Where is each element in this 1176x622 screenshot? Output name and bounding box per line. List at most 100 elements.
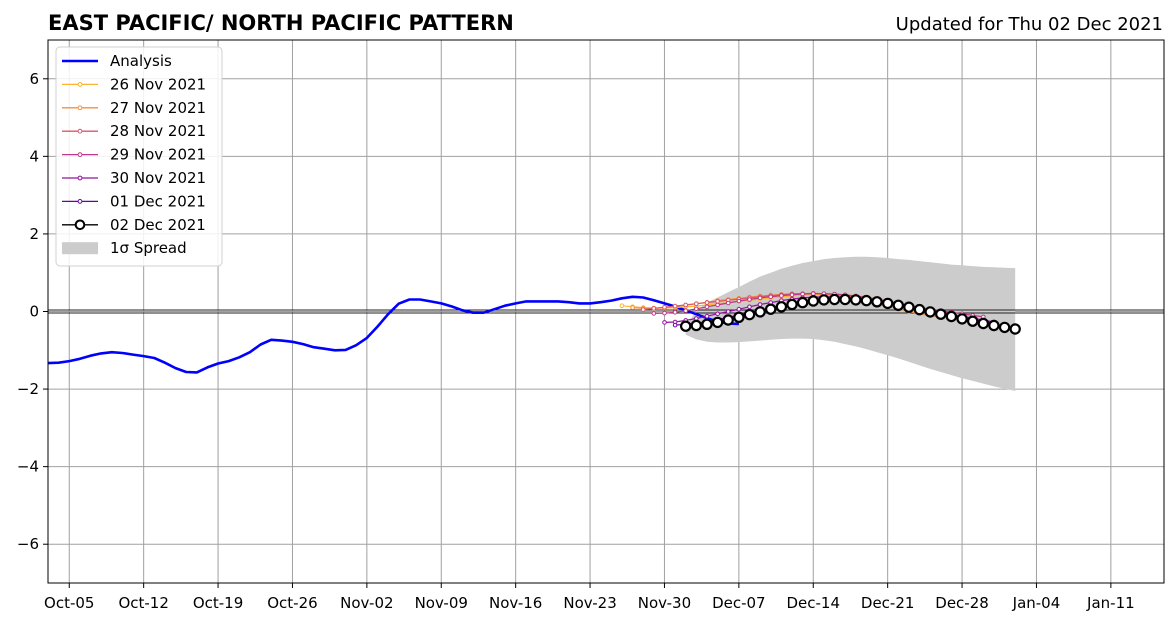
x-tick-label: Jan-04	[1012, 594, 1061, 612]
forecast-point	[765, 303, 777, 315]
legend-label: 28 Nov 2021	[110, 122, 206, 140]
forecast-point	[662, 320, 667, 325]
forecast-point	[701, 318, 713, 330]
x-tick-label: Dec-21	[861, 594, 915, 612]
forecast-point	[694, 316, 699, 321]
x-tick-label: Nov-02	[340, 594, 393, 612]
x-tick-label: Oct-26	[267, 594, 317, 612]
legend-entry: Analysis	[62, 52, 172, 70]
forecast-point	[913, 303, 926, 316]
forecast-point	[882, 297, 894, 310]
legend-marker	[77, 175, 83, 181]
legend-entry: 30 Nov 2021	[62, 169, 206, 187]
forecast-point	[789, 292, 795, 298]
legend-swatch	[62, 242, 98, 255]
forecast-point	[998, 321, 1011, 334]
spread-layer	[685, 256, 1016, 391]
legend-entry: 02 Dec 2021	[62, 216, 206, 234]
forecast-point	[690, 319, 703, 332]
y-tick-label: 0	[29, 303, 39, 321]
forecast-point	[828, 293, 841, 306]
forecast-point	[630, 305, 635, 310]
forecast-point	[672, 303, 678, 309]
y-tick-label: 4	[29, 147, 39, 165]
forecast-point	[757, 295, 763, 301]
forecast-point	[988, 319, 1000, 332]
forecast-point	[683, 302, 689, 308]
forecast-point	[662, 310, 667, 316]
x-tick-label: Oct-12	[118, 594, 168, 612]
legend-marker	[77, 105, 83, 111]
tick-labels: Oct-05 Oct-12 Oct-19 Oct-26 Nov-02 Nov-09 Nov-…	[17, 70, 1135, 612]
forecast-point	[945, 310, 958, 323]
legend: Analysis 26 Nov 2021 27 Nov 2021 28 Nov 202…	[55, 46, 223, 267]
legend-label: 29 Nov 2021	[110, 146, 206, 164]
forecast-point	[694, 301, 699, 307]
legend-entry: 1σ Spread	[62, 239, 187, 257]
forecast-point	[619, 303, 625, 309]
forecast-point	[704, 304, 710, 310]
forecast-point	[722, 314, 734, 326]
y-tick-label: 2	[29, 225, 39, 243]
plot-area	[47, 40, 1164, 583]
legend-marker	[77, 152, 83, 158]
forecast-point	[800, 291, 805, 297]
forecast-point	[839, 293, 851, 306]
forecast-point	[725, 309, 731, 314]
analysis-layer	[47, 295, 739, 374]
legend-entry: 29 Nov 2021	[62, 146, 206, 164]
legend-label: 01 Dec 2021	[110, 192, 206, 210]
legend-entry: 26 Nov 2021	[62, 75, 206, 93]
forecast-point	[651, 306, 657, 311]
legend-label: 27 Nov 2021	[110, 99, 206, 117]
spread-band	[685, 256, 1016, 391]
x-tick-label: Nov-09	[415, 594, 468, 612]
forecast-point	[680, 320, 692, 332]
forecast-point	[733, 311, 745, 323]
x-tick-label: Dec-14	[786, 594, 840, 612]
forecast-point	[725, 300, 731, 306]
legend-marker	[77, 82, 83, 87]
forecast-point	[757, 302, 763, 307]
forecast-point	[747, 304, 752, 310]
x-tick-label: Nov-30	[638, 594, 691, 612]
forecast-point	[683, 308, 689, 314]
legend-entry: 01 Dec 2021	[62, 192, 206, 210]
legend-label: 26 Nov 2021	[110, 75, 206, 93]
forecast-point	[818, 294, 830, 306]
legend-label: 1σ Spread	[110, 239, 187, 257]
forecast-point	[956, 313, 968, 325]
x-tick-label: Oct-19	[193, 594, 243, 612]
forecast-point	[711, 316, 724, 329]
legend-label: Analysis	[110, 52, 172, 70]
forecast-point	[967, 315, 979, 327]
forecast-point	[743, 308, 756, 321]
legend-entry: 27 Nov 2021	[62, 99, 206, 117]
forecast-point	[775, 301, 788, 313]
y-tick-label: −2	[17, 380, 39, 398]
x-tick-label: Oct-05	[44, 594, 94, 612]
forecast-point	[715, 311, 720, 317]
forecast-point	[860, 294, 873, 307]
forecast-point	[924, 306, 936, 318]
forecast-layer	[619, 291, 1021, 335]
forecast-point	[850, 294, 862, 306]
forecast-point	[672, 322, 678, 328]
forecast-point	[977, 317, 990, 330]
forecast-point	[786, 298, 798, 311]
forecast-point	[796, 296, 809, 309]
forecast-point	[640, 307, 646, 312]
forecast-point	[903, 301, 915, 313]
x-tick-label: Nov-16	[489, 594, 542, 612]
forecast-point	[871, 296, 883, 308]
legend-entry: 28 Nov 2021	[62, 122, 206, 140]
forecast-point	[807, 295, 820, 307]
forecast-point	[768, 294, 774, 300]
forecast-point	[715, 302, 720, 308]
chart-title: EAST PACIFIC/ NORTH PACIFIC PATTERN	[48, 11, 514, 35]
forecast-point	[779, 293, 784, 298]
legend-label: 02 Dec 2021	[110, 216, 206, 234]
y-tick-label: 6	[29, 70, 39, 88]
analysis-line	[47, 295, 739, 374]
